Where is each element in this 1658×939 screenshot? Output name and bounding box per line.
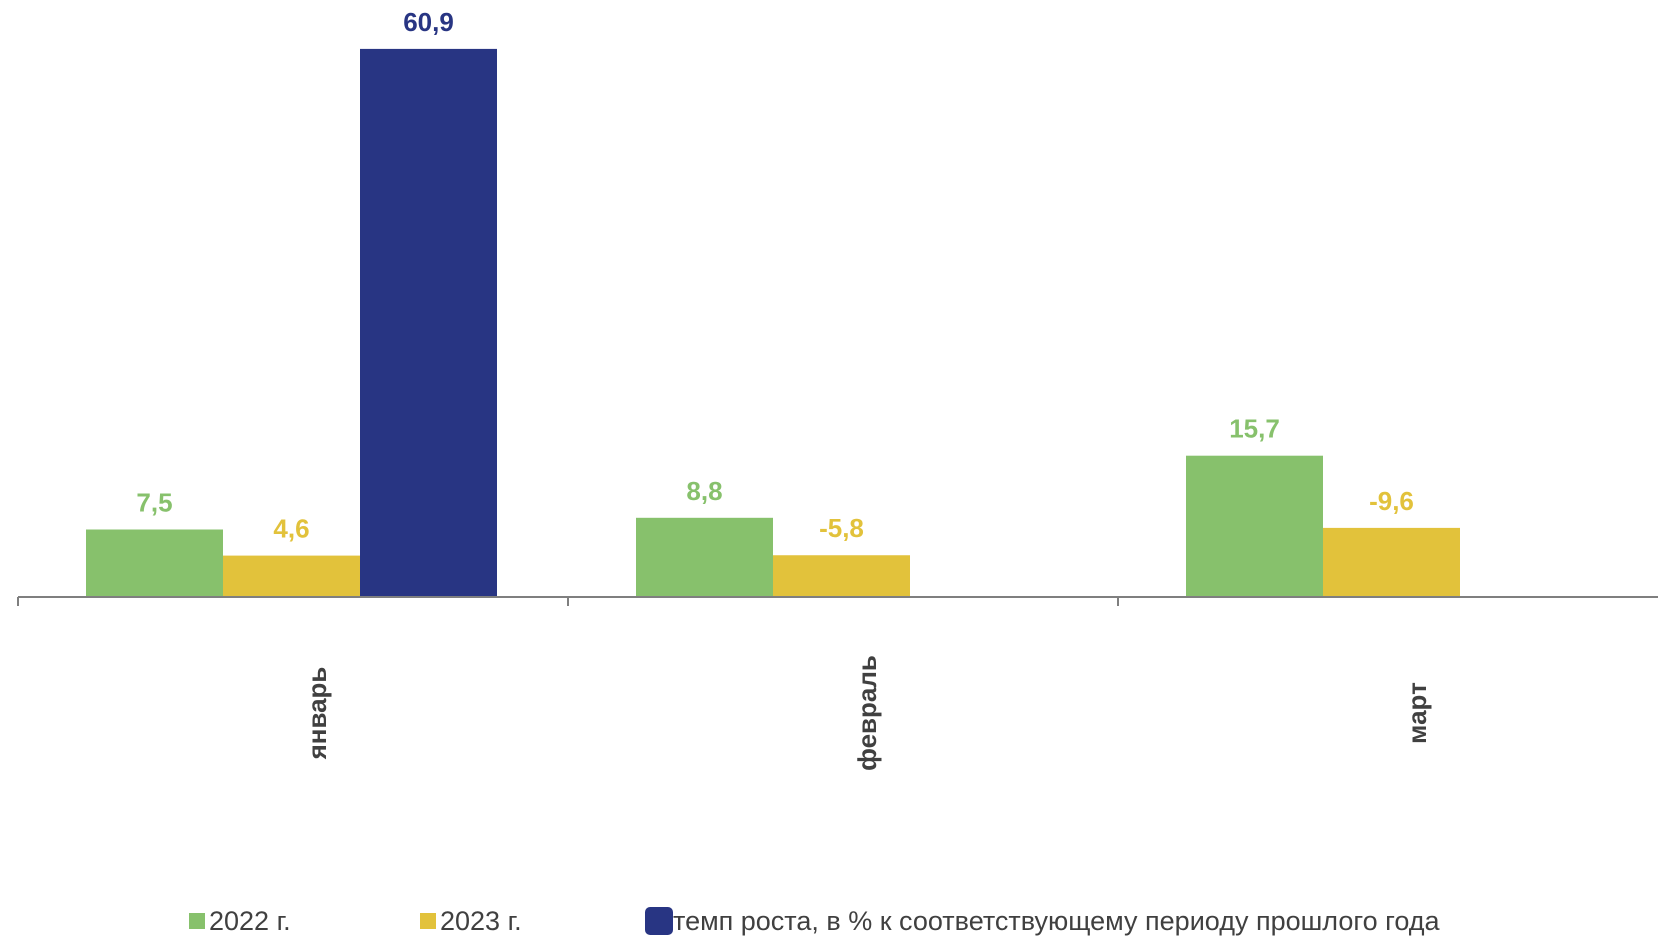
legend-label-growth: темп роста, в % к соответствующему перио…: [673, 905, 1440, 936]
data-label-2023-1: 4,6: [273, 514, 309, 544]
bar-growth-1: [360, 48, 497, 597]
data-label-2022-1: 7,5: [136, 488, 172, 518]
category-label-2: февраль: [852, 655, 882, 771]
legend-swatch-growth: [645, 907, 673, 935]
data-label-2022-2: 8,8: [686, 476, 722, 506]
bar-2023-1: [223, 555, 360, 597]
legend: 2022 г. 2023 г. темп роста, в % к соотве…: [0, 903, 1658, 939]
category-label-1: январь: [302, 667, 332, 761]
legend-item-2022: 2022 г.: [189, 903, 291, 939]
legend-label-2022: 2022 г.: [209, 905, 291, 936]
x-axis: [17, 596, 1658, 606]
bars-group: [86, 48, 1460, 597]
legend-label-2023: 2023 г.: [440, 905, 522, 936]
value-labels-group: 7,5 4,6 60,9 8,8 -5,8 15,7 -9,6: [136, 7, 1413, 544]
bar-2022-3: [1186, 455, 1323, 597]
legend-item-growth: темп роста, в % к соответствующему перио…: [645, 903, 1440, 939]
data-label-growth-1: 60,9: [403, 7, 454, 37]
data-label-2023-2: -5,8: [819, 513, 864, 543]
data-label-2022-3: 15,7: [1229, 414, 1280, 444]
bar-2023-3: [1323, 527, 1460, 597]
legend-swatch-2022: [189, 913, 205, 929]
legend-item-2023: 2023 г.: [420, 903, 522, 939]
category-label-3: март: [1402, 682, 1432, 744]
bar-2022-2: [636, 517, 773, 597]
data-label-2023-3: -9,6: [1369, 486, 1414, 516]
bar-2023-2: [773, 555, 910, 597]
bar-2022-1: [86, 529, 223, 597]
category-labels-group: январь февраль март: [302, 655, 1432, 771]
legend-swatch-2023: [420, 913, 436, 929]
